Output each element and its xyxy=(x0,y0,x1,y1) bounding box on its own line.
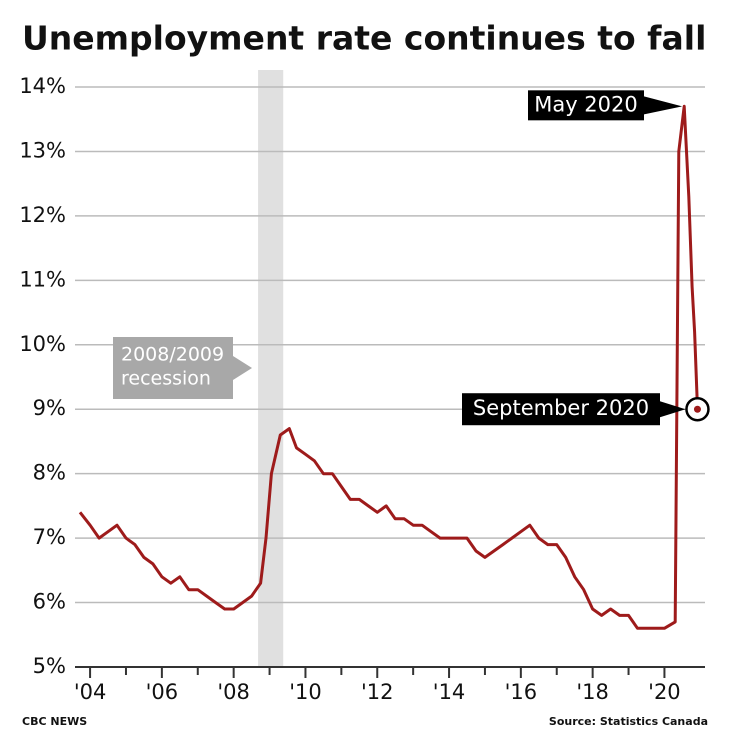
peak-box xyxy=(528,90,644,121)
y-tick-label: 12% xyxy=(19,203,66,227)
last-label: September 2020 xyxy=(473,396,649,420)
recession-label: 2008/2009 xyxy=(121,344,224,366)
x-tick-label: '06 xyxy=(146,680,179,704)
x-tick-label: '20 xyxy=(648,680,681,704)
y-tick-label: 11% xyxy=(19,267,66,291)
recession-pointer xyxy=(233,356,252,380)
last-pointer xyxy=(660,401,686,418)
source: Source: Statistics Canada xyxy=(549,715,708,728)
x-tick-label: '18 xyxy=(576,680,609,704)
y-tick-label: 7% xyxy=(33,525,66,549)
x-tick-label: '14 xyxy=(433,680,466,704)
x-tick-label: '04 xyxy=(74,680,107,704)
x-tick-label: '10 xyxy=(289,680,322,704)
x-tick-label: '12 xyxy=(361,680,394,704)
y-tick-label: 14% xyxy=(19,74,66,98)
y-tick-label: 13% xyxy=(19,138,66,162)
data-line xyxy=(78,104,699,630)
recession-label: recession xyxy=(121,368,211,390)
y-tick-label: 9% xyxy=(33,396,66,420)
recession-box xyxy=(113,337,233,399)
peak-pointer xyxy=(644,96,683,115)
peak-label: May 2020 xyxy=(534,92,638,116)
x-tick-label: '08 xyxy=(217,680,250,704)
y-tick-label: 6% xyxy=(33,590,66,614)
chart-title: Unemployment rate continues to fall xyxy=(22,19,706,58)
x-tick-label: '16 xyxy=(505,680,538,704)
y-tick-label: 5% xyxy=(33,654,66,678)
credit: CBC NEWS xyxy=(22,715,87,728)
y-tick-label: 10% xyxy=(19,332,66,356)
last-point xyxy=(693,405,701,413)
y-tick-label: 8% xyxy=(33,461,66,485)
last-box xyxy=(462,393,660,426)
